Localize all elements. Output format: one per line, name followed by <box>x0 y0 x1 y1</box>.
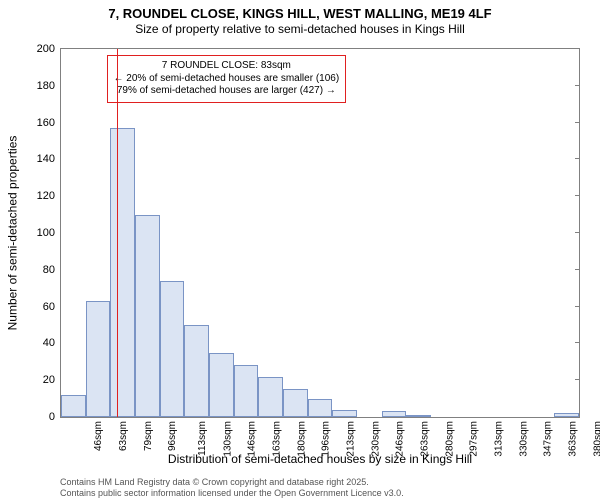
y-tick-label: 0 <box>49 411 61 423</box>
y-tick-label: 80 <box>43 264 61 276</box>
annotation-box: 7 ROUNDEL CLOSE: 83sqm ← 20% of semi-det… <box>107 55 347 103</box>
histogram-bar <box>332 410 357 417</box>
y-tick-mark <box>575 306 580 307</box>
y-tick-label: 120 <box>37 190 61 202</box>
x-tick-label: 96sqm <box>167 421 178 451</box>
y-tick-mark <box>575 379 580 380</box>
y-tick-mark <box>575 342 580 343</box>
annotation-line2: ← 20% of semi-detached houses are smalle… <box>114 73 340 86</box>
y-tick-label: 40 <box>43 337 61 349</box>
plot-area: 7 ROUNDEL CLOSE: 83sqm ← 20% of semi-det… <box>60 48 580 418</box>
histogram-bar <box>258 377 283 417</box>
annotation-line3: 79% of semi-detached houses are larger (… <box>114 85 340 98</box>
histogram-bar <box>308 399 333 417</box>
histogram-bar <box>61 395 86 417</box>
y-tick-mark <box>575 232 580 233</box>
y-axis-label: Number of semi-detached properties <box>4 48 20 418</box>
y-tick-label: 180 <box>37 80 61 92</box>
y-tick-label: 140 <box>37 153 61 165</box>
histogram-bar <box>184 325 209 417</box>
histogram-bar <box>209 353 234 417</box>
y-tick-label: 20 <box>43 374 61 386</box>
histogram-bar <box>86 301 111 417</box>
histogram-bar <box>283 389 308 417</box>
title-main: 7, ROUNDEL CLOSE, KINGS HILL, WEST MALLI… <box>0 6 600 22</box>
histogram-bar <box>406 415 431 417</box>
x-tick-label: 380sqm <box>592 421 600 457</box>
histogram-bar <box>382 411 407 417</box>
histogram-bar <box>234 365 259 417</box>
y-tick-mark <box>575 269 580 270</box>
title-sub: Size of property relative to semi-detach… <box>0 22 600 37</box>
y-tick-mark <box>575 85 580 86</box>
title-block: 7, ROUNDEL CLOSE, KINGS HILL, WEST MALLI… <box>0 0 600 37</box>
x-tick-label: 46sqm <box>93 421 104 451</box>
chart-container: 7, ROUNDEL CLOSE, KINGS HILL, WEST MALLI… <box>0 0 600 500</box>
footer-line1: Contains HM Land Registry data © Crown c… <box>60 477 404 487</box>
histogram-bar <box>160 281 185 417</box>
y-tick-label: 60 <box>43 301 61 313</box>
y-tick-label: 100 <box>37 227 61 239</box>
y-tick-mark <box>575 158 580 159</box>
footer: Contains HM Land Registry data © Crown c… <box>60 477 404 498</box>
y-tick-mark <box>575 195 580 196</box>
x-tick-label: 113sqm <box>197 421 208 456</box>
reference-line <box>117 49 118 417</box>
y-tick-label: 200 <box>37 43 61 55</box>
y-tick-mark <box>575 48 580 49</box>
x-tick-label: 79sqm <box>143 421 154 451</box>
x-axis-label: Distribution of semi-detached houses by … <box>60 452 580 466</box>
y-tick-label: 160 <box>37 117 61 129</box>
footer-line2: Contains public sector information licen… <box>60 488 404 498</box>
histogram-bar <box>554 413 579 417</box>
histogram-bar <box>110 128 135 417</box>
y-tick-mark <box>575 122 580 123</box>
annotation-line1: 7 ROUNDEL CLOSE: 83sqm <box>114 60 340 73</box>
x-tick-label: 63sqm <box>118 421 129 451</box>
histogram-bar <box>135 215 160 417</box>
